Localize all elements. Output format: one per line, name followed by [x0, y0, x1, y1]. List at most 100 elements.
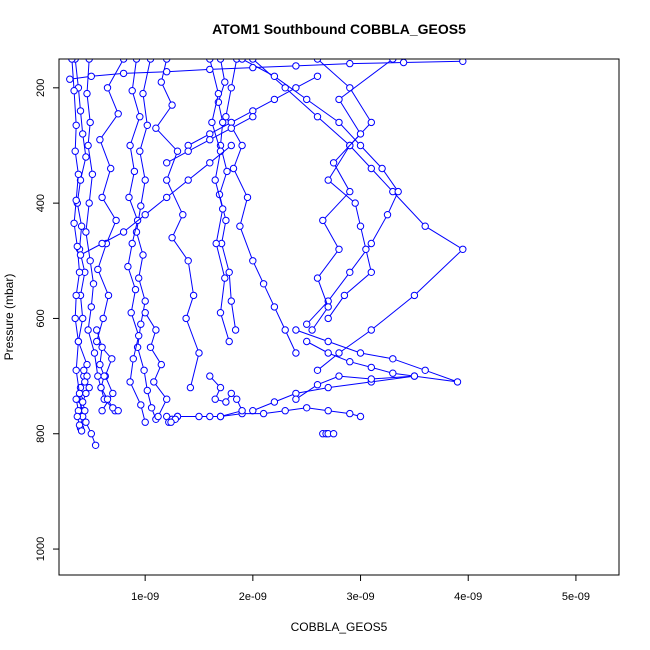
data-point: [346, 59, 354, 68]
data-point: [72, 121, 80, 130]
data-point: [270, 72, 279, 81]
data-point: [163, 193, 171, 202]
series-14: [308, 59, 397, 334]
data-point: [453, 378, 462, 386]
series-line: [252, 59, 464, 371]
data-point: [223, 167, 231, 176]
data-point: [89, 280, 98, 288]
data-point: [227, 124, 236, 132]
data-point: [107, 164, 115, 173]
data-point: [227, 84, 236, 92]
data-point: [356, 141, 365, 150]
data-point: [216, 412, 225, 421]
data-point: [103, 395, 112, 403]
data-point: [346, 268, 354, 276]
data-point: [329, 430, 338, 438]
data-point: [150, 378, 158, 386]
data-point: [367, 375, 375, 383]
data-point: [167, 418, 175, 426]
x-tick-label: 5e-09: [562, 591, 590, 603]
data-point: [249, 59, 257, 63]
data-point: [99, 314, 107, 323]
data-point: [270, 398, 279, 406]
data-point: [259, 280, 268, 288]
data-point: [216, 383, 225, 392]
data-point: [229, 164, 238, 173]
data-point: [173, 147, 182, 155]
series-line: [85, 59, 116, 412]
data-point: [72, 395, 80, 403]
y-tick-label: 400: [35, 194, 47, 212]
data-point: [83, 89, 91, 98]
data-point: [157, 360, 166, 369]
data-point: [184, 147, 192, 155]
data-point: [367, 363, 375, 372]
data-point: [211, 176, 219, 184]
data-point: [146, 59, 155, 63]
data-point: [72, 196, 80, 205]
data-point: [221, 78, 229, 86]
data-point: [195, 349, 203, 357]
data-point: [324, 383, 332, 392]
data-point: [313, 381, 322, 389]
data-point: [399, 59, 408, 67]
series-line: [252, 329, 458, 412]
data-point: [104, 291, 113, 300]
data-point: [82, 418, 90, 426]
data-point: [163, 59, 171, 63]
data-point: [214, 89, 223, 98]
data-point: [225, 268, 233, 276]
series-line: [295, 341, 415, 400]
data-point: [303, 404, 311, 412]
series-line: [96, 59, 125, 411]
data-point: [141, 297, 149, 305]
data-point: [222, 113, 230, 121]
data-point: [243, 193, 252, 202]
data-point: [394, 187, 402, 196]
data-point: [367, 326, 375, 334]
data-point: [236, 222, 244, 230]
data-point: [313, 59, 322, 63]
data-point: [70, 219, 78, 228]
data-point: [82, 153, 90, 161]
data-point: [163, 159, 171, 167]
data-point: [137, 202, 145, 210]
data-point: [362, 245, 370, 254]
data-point: [231, 326, 240, 334]
data-point: [135, 332, 143, 340]
series-8: [214, 59, 240, 334]
data-point: [222, 398, 230, 406]
data-point: [249, 113, 257, 121]
data-point: [80, 366, 88, 374]
data-point: [421, 222, 429, 230]
data-point: [125, 193, 133, 202]
series-6: [124, 59, 149, 426]
data-point: [75, 268, 84, 276]
data-point: [77, 222, 86, 230]
series-10: [206, 59, 233, 346]
y-axis: 200 400 600 800 1000: [35, 79, 60, 561]
data-point: [126, 141, 134, 150]
data-point: [86, 257, 94, 265]
data-point: [163, 176, 171, 184]
data-point: [208, 118, 216, 127]
data-point: [136, 147, 144, 155]
data-point: [152, 326, 160, 334]
data-point: [319, 216, 327, 225]
data-point: [109, 389, 117, 398]
data-point: [130, 167, 139, 176]
data-point: [303, 95, 311, 104]
data-point: [100, 372, 108, 380]
data-point: [94, 372, 102, 380]
series-line: [209, 59, 230, 342]
data-point: [356, 222, 365, 230]
data-point: [83, 360, 91, 369]
data-point: [71, 147, 79, 155]
data-point: [303, 320, 311, 328]
data-point: [340, 291, 349, 300]
data-point: [313, 72, 322, 81]
data-point: [112, 216, 120, 225]
data-point: [216, 147, 225, 155]
data-point: [324, 349, 332, 357]
data-point: [93, 337, 101, 346]
